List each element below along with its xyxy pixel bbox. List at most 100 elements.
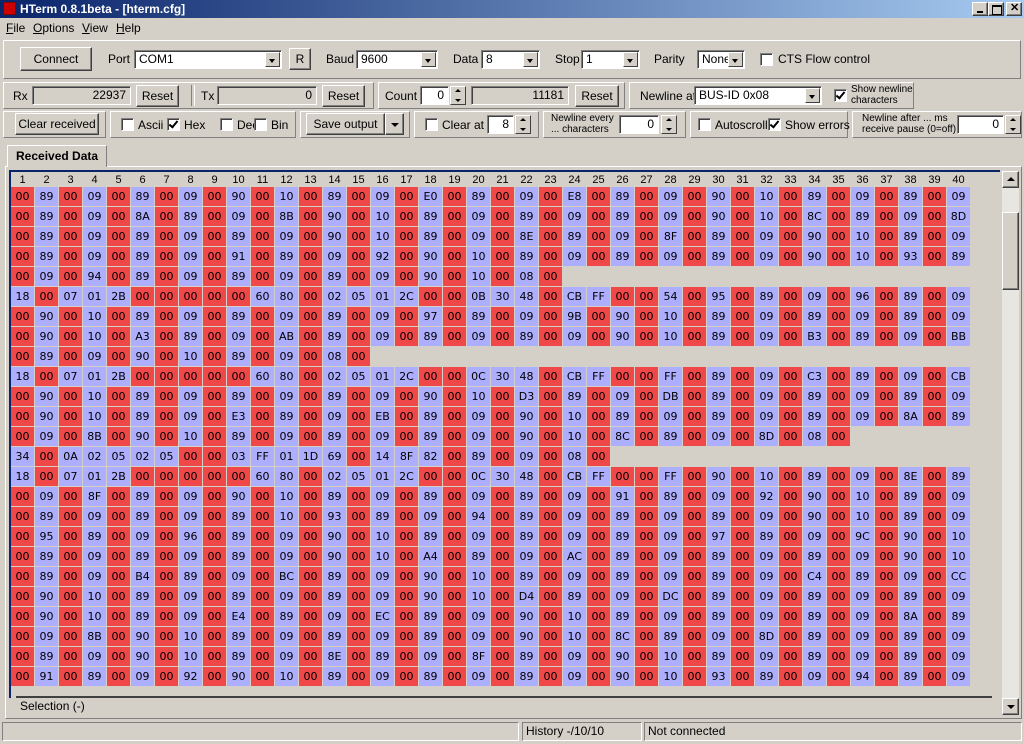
scrollbar[interactable] [1002,171,1019,715]
menu-item[interactable]: View [82,21,108,35]
column-header: 14 [328,174,341,186]
byte-cell: 00 [251,227,274,246]
byte-cell: 00 [827,247,850,266]
byte-cell: 00 [179,447,202,466]
byte-cell: 00 [59,267,82,286]
stop-combo[interactable]: 1 [581,50,640,69]
checkbox[interactable] [760,53,773,66]
byte-cell: 00 [875,487,898,506]
byte-cell: 00 [347,667,370,686]
byte-cell: 00 [587,627,610,646]
tx-reset-button[interactable]: Reset [322,85,365,107]
save-output-dropdown[interactable] [385,113,404,135]
byte-cell: 00 [683,227,706,246]
menu-item[interactable]: Help [116,21,141,35]
newline-combo[interactable]: BUS-ID 0x08 [694,86,822,105]
byte-cell: 00 [683,507,706,526]
byte-cell: 00 [491,547,514,566]
tab[interactable]: Received Data [7,145,107,167]
byte-cell: 8C [611,427,634,446]
count-reset-button[interactable]: Reset [575,85,619,107]
checkbox[interactable] [425,118,438,131]
count-input[interactable]: 0 [420,86,449,105]
port-combo[interactable]: COM1 [134,50,282,69]
clear-received-button[interactable]: Clear received [15,113,99,135]
byte-cell: 09 [275,307,298,326]
byte-cell: 09 [35,427,58,446]
byte-cell: 00 [347,327,370,346]
byte-cell: 09 [83,247,106,266]
checkbox[interactable] [167,118,180,131]
checkbox[interactable] [768,118,781,131]
byte-cell: 89 [611,407,634,426]
newline-after-spinner[interactable] [1005,115,1021,134]
count-spinner[interactable] [450,86,466,105]
newline-after-input[interactable]: 0 [957,115,1004,134]
column-header: 21 [496,174,509,186]
parity-combo[interactable]: None [697,50,745,69]
byte-cell: 18 [11,367,34,386]
byte-cell: 00 [203,307,226,326]
byte-cell: 00 [491,427,514,446]
rx-reset-button[interactable]: Reset [136,85,179,107]
byte-cell: 09 [179,587,202,606]
byte-cell: 09 [35,627,58,646]
byte-cell: 89 [659,627,682,646]
byte-cell: 00 [443,187,466,206]
byte-cell: 09 [803,287,826,306]
column-header: 5 [115,174,122,186]
connect-button[interactable]: Connect [20,47,92,71]
byte-cell: 09 [899,567,922,586]
scroll-down[interactable] [1002,698,1019,715]
close-button[interactable]: ✕ [1006,2,1022,16]
byte-cell: 00 [251,187,274,206]
byte-cell: 09 [563,327,586,346]
byte-cell: 00 [779,247,802,266]
byte-cell: 00 [299,187,322,206]
byte-cell: 10 [755,207,778,226]
decoration: ✕ [1010,2,1020,14]
byte-cell: 00 [539,207,562,226]
byte-cell: 00 [539,307,562,326]
refresh-button[interactable]: R [289,48,311,70]
column-header: 38 [904,174,917,186]
byte-cell: 10 [371,227,394,246]
byte-cell: 08 [803,427,826,446]
checkbox[interactable] [698,118,711,131]
newline-every-input[interactable]: 0 [619,115,659,134]
byte-cell: 00 [395,627,418,646]
newline-every-spinner[interactable] [661,115,677,134]
byte-cell: 00 [11,207,34,226]
byte-cell: 00 [443,627,466,646]
checkbox[interactable] [121,118,134,131]
byte-cell: 09 [851,187,874,206]
baud-combo[interactable]: 9600 [356,50,438,69]
column-header: 29 [688,174,701,186]
byte-cell: FF [659,467,682,486]
byte-cell: 09 [563,207,586,226]
checkbox[interactable] [834,89,847,102]
checkbox[interactable] [254,118,267,131]
byte-cell: 00 [635,187,658,206]
scroll-up[interactable] [1002,171,1019,188]
data-combo[interactable]: 8 [481,50,540,69]
byte-cell: 00 [251,207,274,226]
byte-cell: 01 [275,447,298,466]
menu-item[interactable]: Options [33,21,75,35]
clear-at-spinner[interactable] [515,115,531,134]
save-output-button[interactable]: Save output [306,113,385,135]
menu-item[interactable]: File [6,21,26,35]
maximize-button[interactable] [988,2,1004,16]
checkbox[interactable] [220,118,233,131]
byte-cell: 00 [875,327,898,346]
byte-cell: 09 [755,227,778,246]
minimize-button[interactable] [972,2,988,16]
byte-cell: 89 [227,627,250,646]
byte-cell: 00 [347,507,370,526]
byte-cell: 09 [179,507,202,526]
byte-cell: 00 [107,207,130,226]
scroll-thumb[interactable] [1002,212,1019,290]
clear-at-input[interactable]: 8 [487,115,514,134]
byte-cell: 00 [251,267,274,286]
byte-cell: 89 [227,427,250,446]
